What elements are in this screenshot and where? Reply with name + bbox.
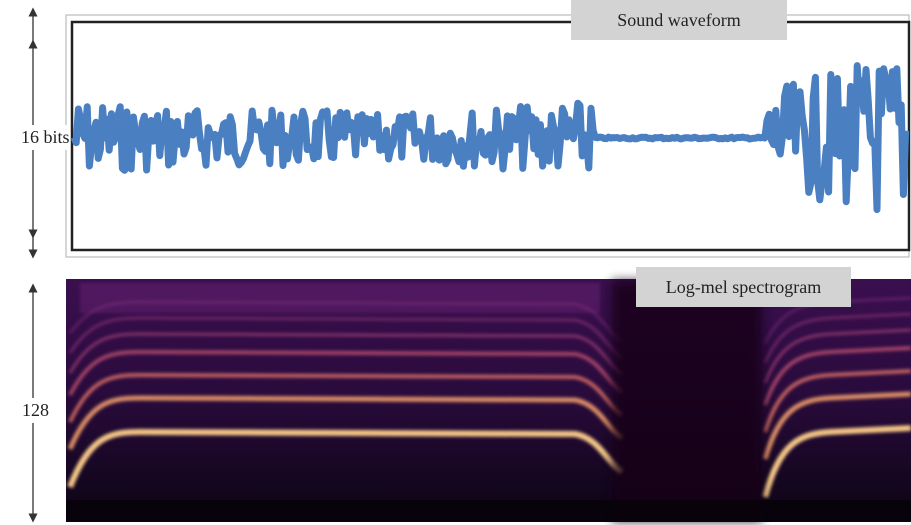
- spectrogram-bands: [67, 283, 911, 498]
- spectrogram-silence: [612, 280, 762, 522]
- spectrogram-harmonic-right: [763, 369, 911, 433]
- waveform-ylabel: 16 bits: [21, 125, 70, 150]
- spectrogram-harmonic-left: [67, 428, 624, 489]
- spectrogram-harmonic-left: [67, 395, 624, 450]
- spectrogram-harmonic-left: [68, 372, 624, 423]
- spectrogram-panel: [66, 279, 911, 522]
- spectrogram-harmonic-right: [763, 346, 911, 406]
- spectrogram-harmonic-right: [762, 425, 911, 498]
- waveform-title: Sound waveform: [571, 0, 787, 40]
- spectrogram-harmonic-left: [68, 332, 623, 376]
- waveform-panel: [65, 14, 911, 258]
- spectrogram-haze: [80, 283, 600, 313]
- spectrogram-title: Log-mel spectrogram: [636, 267, 851, 307]
- spectrogram-ylabel: 128: [20, 398, 51, 423]
- spectrogram-bottom-band: [66, 500, 911, 522]
- spectrogram-harmonic-right: [763, 328, 911, 384]
- spectrogram-harmonic-left: [68, 349, 624, 396]
- spectrogram-harmonic-left: [68, 316, 623, 360]
- spectrogram-harmonic-right: [762, 391, 911, 460]
- waveform-line: [70, 62, 910, 214]
- spectrogram-harmonic-right: [763, 312, 911, 364]
